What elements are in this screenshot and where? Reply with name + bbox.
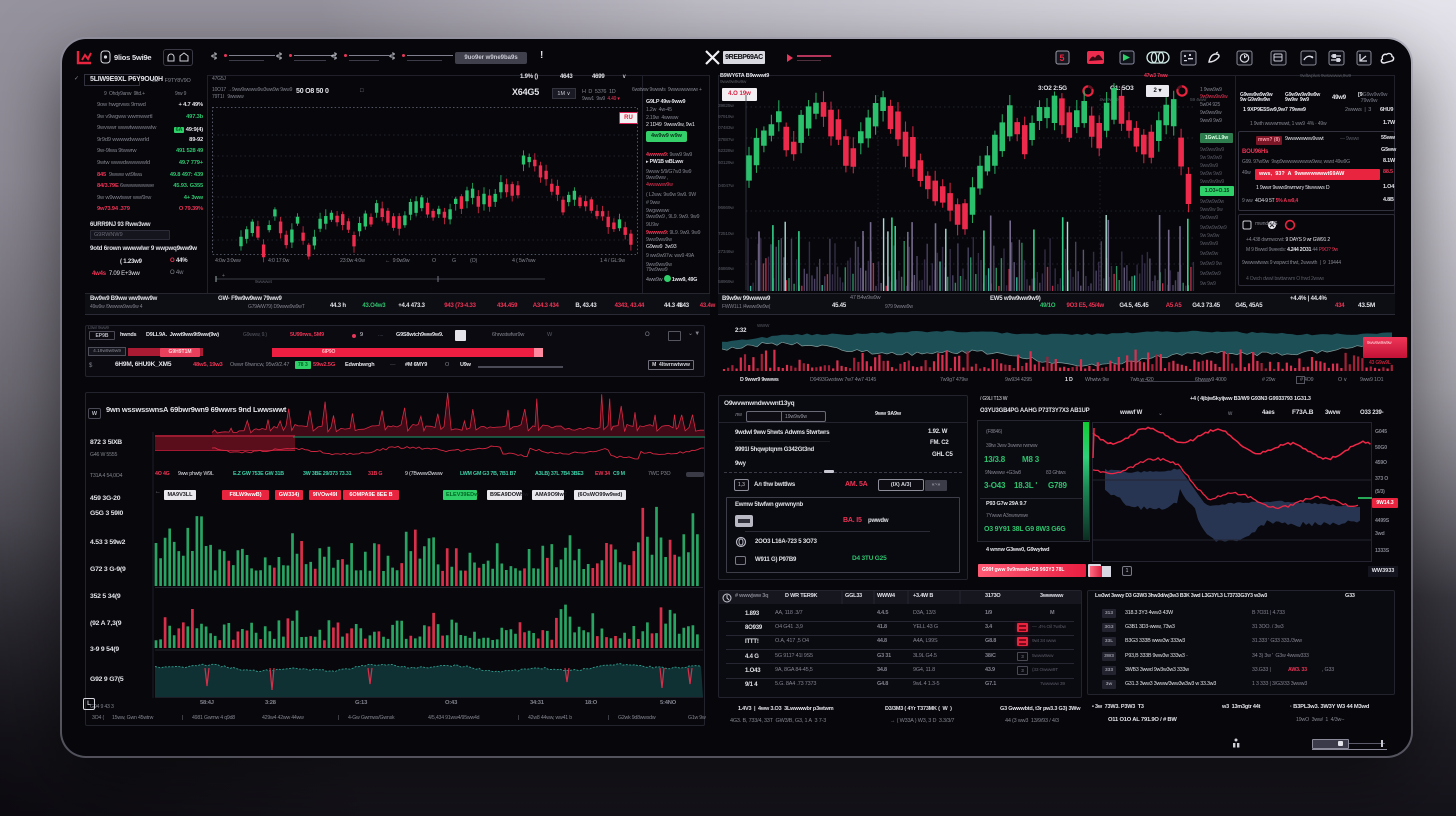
svg-text:+: +	[222, 273, 225, 279]
svg-text:5: 5	[1059, 53, 1064, 63]
svg-text:4: 4	[430, 286, 433, 292]
